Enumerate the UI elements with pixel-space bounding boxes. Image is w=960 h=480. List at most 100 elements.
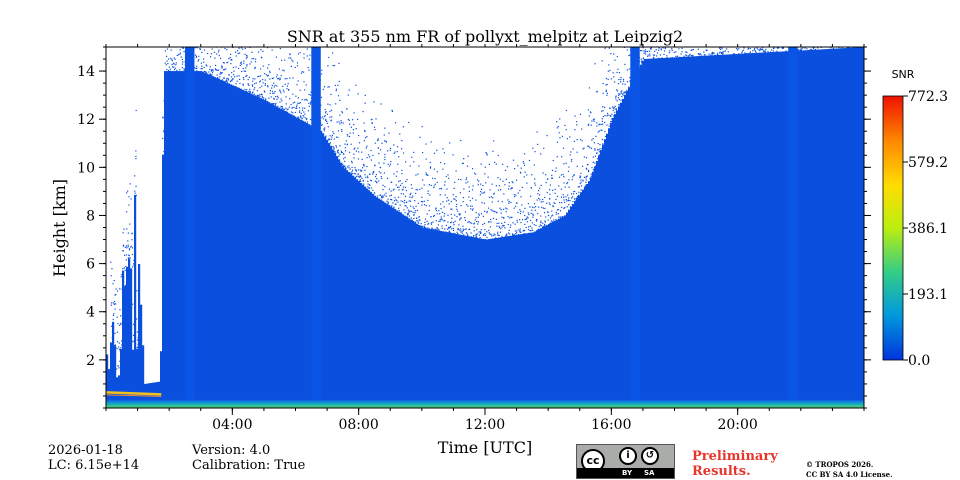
- noise-speck: [644, 49, 647, 51]
- noise-speck: [652, 54, 655, 56]
- noise-speck: [335, 88, 338, 90]
- noise-speck: [840, 25, 841, 26]
- noise-speck: [576, 195, 579, 197]
- noise-speck: [333, 65, 336, 67]
- noise-speck: [735, 30, 736, 31]
- noise-speck: [434, 228, 436, 230]
- signal-column: [252, 94, 255, 408]
- noise-speck: [110, 304, 112, 306]
- noise-speck: [292, 93, 294, 95]
- noise-speck: [434, 183, 436, 185]
- noise-speck: [746, 13, 747, 14]
- noise-speck: [771, 31, 772, 32]
- noise-speck: [542, 172, 544, 174]
- signal-column: [432, 229, 435, 408]
- noise-speck: [529, 225, 531, 227]
- noise-speck: [167, 62, 169, 65]
- noise-speck: [244, 70, 247, 72]
- noise-speck: [289, 53, 291, 55]
- noise-speck: [731, 28, 732, 29]
- noise-speck: [746, 53, 748, 55]
- noise-speck: [512, 182, 514, 184]
- noise-speck: [693, 17, 694, 18]
- noise-speck: [332, 52, 334, 54]
- noise-speck: [275, 76, 278, 78]
- noise-speck: [829, 5, 830, 6]
- noise-speck: [418, 219, 420, 221]
- signal-column: [848, 47, 851, 408]
- noise-speck: [590, 175, 593, 177]
- noise-speck: [693, 6, 694, 7]
- noise-speck: [598, 124, 600, 126]
- noise-speck: [618, 106, 620, 108]
- noise-speck: [189, 18, 190, 19]
- noise-speck: [744, 26, 745, 27]
- noise-speck: [203, 49, 206, 51]
- noise-speck: [604, 47, 606, 49]
- noise-speck: [181, 63, 184, 65]
- noise-speck: [567, 194, 569, 196]
- noise-speck: [257, 94, 259, 97]
- noise-speck: [782, 47, 784, 50]
- noise-speck: [490, 196, 493, 198]
- noise-speck: [598, 130, 600, 132]
- noise-speck: [593, 120, 595, 122]
- noise-speck: [446, 200, 448, 202]
- noise-speck: [174, 44, 175, 45]
- signal-column: [226, 82, 229, 408]
- noise-speck: [204, 41, 205, 42]
- noise-speck: [226, 82, 229, 84]
- noise-speck: [399, 184, 402, 186]
- noise-speck: [376, 178, 378, 180]
- noise-speck: [532, 229, 534, 231]
- noise-speck: [440, 208, 442, 210]
- noise-speck: [478, 234, 480, 236]
- signal-column: [134, 194, 137, 408]
- noise-speck: [855, 3, 856, 4]
- noise-speck: [508, 188, 510, 190]
- noise-speck: [844, 31, 845, 32]
- signal-column: [700, 55, 703, 408]
- signal-column: [418, 224, 421, 408]
- signal-column: [220, 79, 223, 408]
- noise-speck: [184, 14, 185, 15]
- noise-speck: [245, 57, 247, 59]
- signal-column: [860, 47, 863, 408]
- noise-speck: [337, 95, 340, 97]
- noise-speck: [410, 192, 412, 195]
- signal-column: [720, 54, 723, 408]
- noise-speck: [458, 213, 460, 215]
- noise-speck: [296, 84, 298, 86]
- noise-speck: [248, 84, 250, 87]
- noise-speck: [542, 201, 544, 203]
- noise-speck: [672, 25, 673, 26]
- noise-speck: [766, 41, 767, 42]
- noise-speck: [422, 179, 424, 181]
- noise-speck: [812, 24, 813, 25]
- noise-speck: [777, 41, 778, 42]
- noise-speck: [383, 140, 386, 142]
- noise-speck: [849, 16, 850, 17]
- noise-speck: [663, 50, 666, 52]
- signal-column: [126, 266, 129, 408]
- noise-speck: [754, 50, 756, 52]
- noise-speck: [430, 184, 432, 187]
- noise-speck: [449, 142, 451, 144]
- noise-speck: [753, 23, 754, 24]
- noise-speck: [235, 24, 236, 25]
- noise-speck: [519, 209, 521, 211]
- noise-speck: [394, 197, 396, 199]
- noise-speck: [453, 187, 455, 190]
- noise-speck: [340, 150, 343, 152]
- noise-speck: [755, 30, 756, 31]
- noise-speck: [709, 31, 710, 32]
- noise-speck: [168, 58, 170, 60]
- noise-speck: [760, 48, 762, 51]
- noise-speck: [126, 192, 128, 194]
- noise-speck: [173, 69, 176, 71]
- noise-speck: [520, 172, 522, 174]
- noise-speck: [213, 33, 214, 34]
- noise-speck: [251, 45, 252, 46]
- noise-speck: [566, 206, 568, 208]
- signal-column: [862, 47, 864, 408]
